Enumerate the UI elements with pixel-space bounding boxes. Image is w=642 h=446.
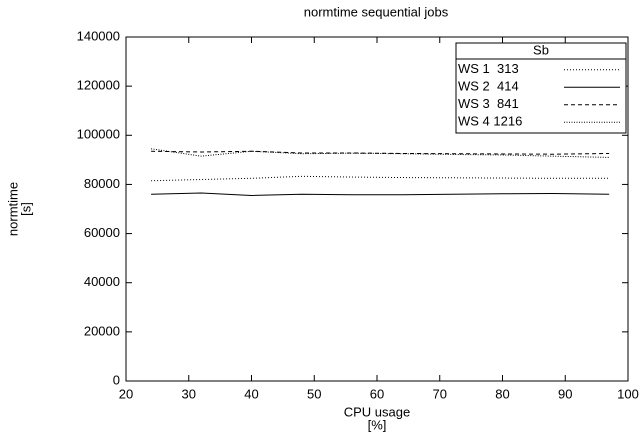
series-line xyxy=(151,192,610,196)
y-tick-label: 120000 xyxy=(77,78,120,93)
x-tick-label: 40 xyxy=(244,386,258,401)
x-tick-label: 20 xyxy=(119,386,133,401)
y-tick-label: 0 xyxy=(113,372,120,387)
x-tick-label: 70 xyxy=(433,386,447,401)
series-line xyxy=(151,148,610,158)
series-line xyxy=(151,175,610,182)
legend-box xyxy=(455,42,627,134)
legend-label: WS 2 414 xyxy=(458,79,519,94)
x-axis-label: [%] xyxy=(368,417,387,432)
y-tick-label: 60000 xyxy=(84,225,120,240)
legend-label: WS 4 1216 xyxy=(458,114,522,129)
y-tick-label: 100000 xyxy=(77,127,120,142)
y-tick-label: 20000 xyxy=(84,323,120,338)
legend-label: WS 3 841 xyxy=(458,96,519,111)
y-tick-label: 140000 xyxy=(77,28,120,43)
y-axis-label: [s] xyxy=(18,202,33,216)
x-tick-label: 90 xyxy=(558,386,572,401)
x-axis-label: CPU usage xyxy=(344,404,410,419)
x-tick-label: 60 xyxy=(370,386,384,401)
y-axis-label: normtime xyxy=(5,182,20,236)
legend-title: Sb xyxy=(533,42,549,57)
x-tick-label: 100 xyxy=(617,386,639,401)
series-line xyxy=(151,150,610,155)
x-tick-label: 50 xyxy=(307,386,321,401)
legend-label: WS 1 313 xyxy=(458,61,519,76)
y-tick-label: 40000 xyxy=(84,274,120,289)
x-tick-label: 80 xyxy=(495,386,509,401)
chart-title: normtime sequential jobs xyxy=(304,4,449,19)
x-tick-label: 30 xyxy=(182,386,196,401)
y-tick-label: 80000 xyxy=(84,176,120,191)
